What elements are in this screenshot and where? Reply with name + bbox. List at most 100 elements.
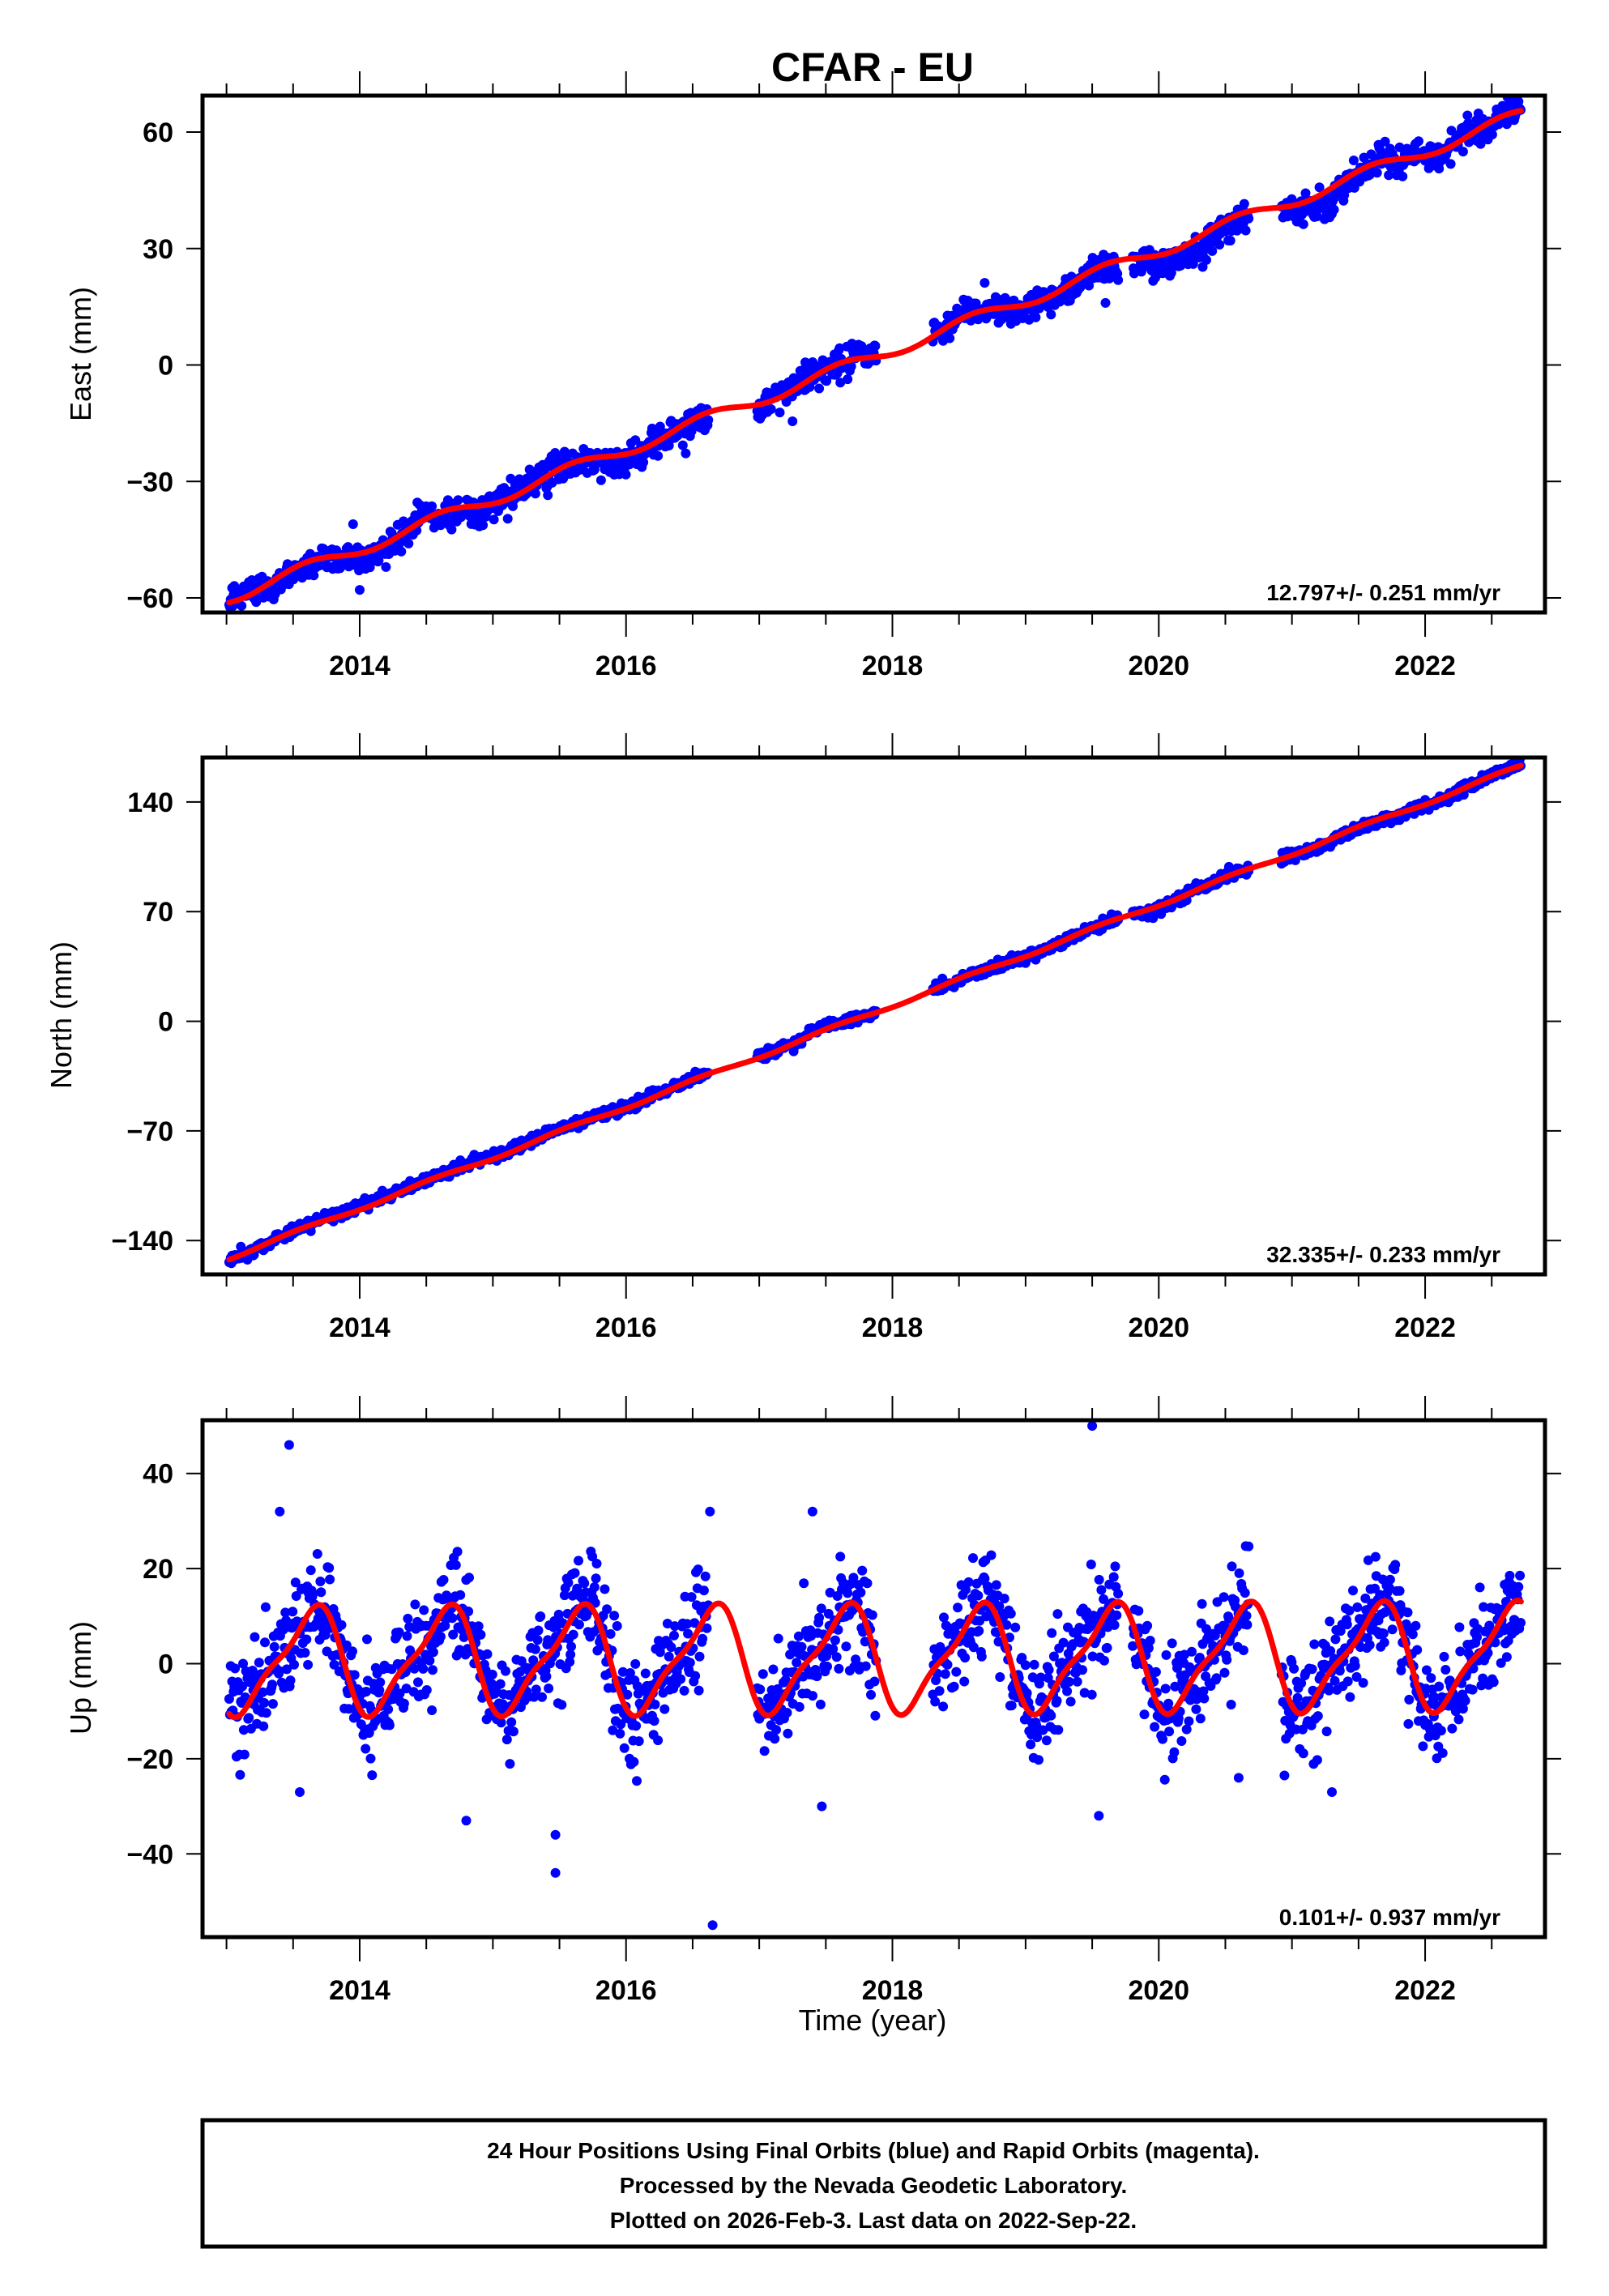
up-data-point: [1483, 1648, 1493, 1658]
east-data-point: [653, 450, 664, 461]
up-data-point: [1499, 1625, 1509, 1636]
up-data-point: [616, 1719, 626, 1730]
east-frame: [200, 93, 1547, 615]
north-x-tick-label: 2020: [1128, 1312, 1189, 1343]
up-data-point: [1227, 1561, 1237, 1572]
east-data-point: [979, 278, 990, 288]
up-data-point: [843, 1588, 853, 1598]
up-data-point: [991, 1580, 1001, 1590]
east-data-point: [870, 341, 881, 351]
up-data-point: [239, 1749, 250, 1760]
up-data-point: [1150, 1722, 1160, 1732]
up-rate-label: 0.101+/- 0.937 mm/yr: [1279, 1905, 1500, 1930]
east-data-point: [814, 383, 825, 394]
up-data-point: [1109, 1620, 1120, 1630]
up-data-point: [615, 1728, 625, 1739]
up-data-point: [1199, 1693, 1210, 1704]
east-rate-label: 12.797+/- 0.251 mm/yr: [1266, 580, 1500, 605]
east-data-point: [1457, 147, 1468, 157]
east-data-point: [1414, 136, 1423, 147]
up-data-point: [1191, 1704, 1201, 1714]
up-data-point: [1211, 1673, 1222, 1684]
east-data-point: [1244, 213, 1254, 224]
up-data-point: [979, 1573, 990, 1584]
east-outlier-point: [787, 416, 798, 426]
up-data-point: [301, 1634, 312, 1645]
up-data-point: [841, 1641, 851, 1652]
up-data-point: [1479, 1602, 1489, 1612]
up-data-point: [617, 1667, 628, 1677]
east-data-point: [309, 570, 319, 581]
north-rate-label: 32.335+/- 0.233 mm/yr: [1266, 1242, 1500, 1267]
up-data-point: [289, 1659, 299, 1670]
up-data-point: [1176, 1736, 1187, 1746]
up-data-point: [1334, 1666, 1345, 1676]
up-data-point: [324, 1563, 335, 1573]
east-outlier-point: [1100, 297, 1111, 308]
up-data-point: [1379, 1637, 1389, 1648]
east-data-point: [595, 475, 606, 485]
up-data-point: [1108, 1572, 1119, 1582]
up-x-tick-label: 2016: [595, 1975, 657, 2006]
up-data-point: [591, 1559, 602, 1568]
up-data-point: [1516, 1618, 1526, 1628]
east-data-point: [1314, 182, 1325, 193]
up-data-point: [383, 1704, 394, 1714]
up-data-point: [367, 1770, 378, 1781]
up-data-point: [254, 1658, 264, 1668]
up-data-point: [1375, 1590, 1385, 1600]
up-outlier-point: [550, 1829, 561, 1840]
up-data-point: [612, 1621, 622, 1631]
up-data-point: [1378, 1628, 1389, 1639]
up-data-point: [1194, 1653, 1205, 1662]
east-data-point: [1166, 267, 1176, 278]
east-data-points: [224, 96, 1526, 612]
up-data-point: [1475, 1582, 1485, 1593]
up-data-point: [669, 1621, 680, 1632]
up-data-point: [848, 1573, 859, 1583]
up-data-point: [951, 1667, 962, 1677]
up-data-point: [487, 1669, 497, 1679]
east-data-point: [945, 333, 955, 344]
up-data-point: [1087, 1651, 1098, 1662]
up-data-point: [291, 1591, 301, 1601]
east-data-point: [1239, 198, 1249, 209]
east-x-tick-label: 2016: [595, 651, 657, 681]
up-data-point: [1195, 1713, 1206, 1724]
up-data-point: [961, 1585, 971, 1595]
up-data-point: [968, 1642, 979, 1653]
up-data-point: [974, 1626, 984, 1636]
up-data-point: [450, 1560, 461, 1570]
east-data-point: [543, 490, 553, 501]
up-data-point: [421, 1685, 432, 1695]
up-data-point: [1058, 1637, 1069, 1648]
up-data-point: [316, 1587, 326, 1598]
north-y-tick-label: 70: [143, 897, 173, 928]
up-outlier-point: [705, 1506, 715, 1517]
up-data-point: [799, 1578, 809, 1589]
up-data-point: [541, 1671, 552, 1682]
north-x-tick-label: 2016: [595, 1312, 657, 1343]
up-data-point: [1363, 1555, 1373, 1565]
up-data-point: [1478, 1673, 1488, 1684]
north-fit-line: [226, 762, 1524, 1263]
up-data-point: [1421, 1665, 1432, 1675]
up-data-point: [574, 1556, 583, 1566]
up-data-point: [1292, 1692, 1303, 1703]
up-data-point: [1139, 1709, 1150, 1720]
up-data-point: [1329, 1675, 1340, 1686]
up-data-point: [669, 1630, 679, 1641]
up-data-point: [780, 1675, 791, 1685]
up-data-point: [565, 1649, 576, 1660]
east-data-point: [1113, 275, 1124, 285]
up-data-point: [823, 1608, 834, 1619]
up-data-point: [812, 1671, 822, 1682]
up-data-point: [1053, 1725, 1064, 1735]
up-data-point: [1043, 1673, 1053, 1683]
figure-title: CFAR - EU: [771, 45, 974, 90]
up-y-tick-label: 20: [143, 1554, 173, 1585]
up-data-point: [529, 1692, 540, 1702]
up-data-point: [694, 1651, 705, 1662]
